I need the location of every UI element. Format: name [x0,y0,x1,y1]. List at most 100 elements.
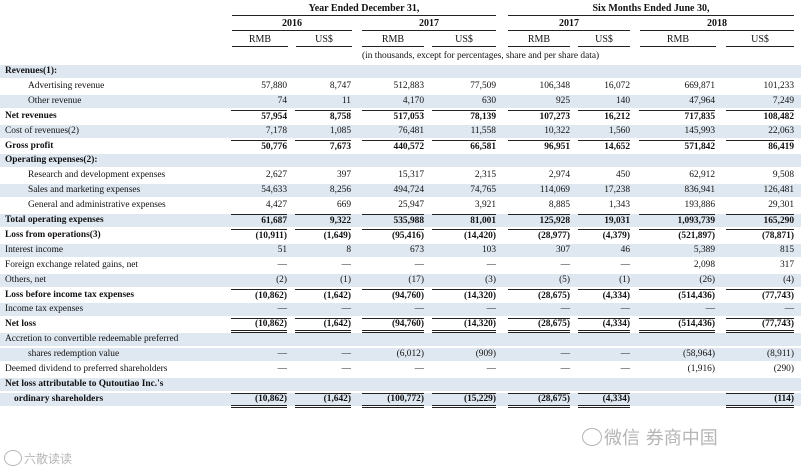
row-value: 57,954 [231,109,287,123]
row-value: 19,031 [578,214,630,227]
header-year-2017a: 2017 [362,18,496,31]
row-value: (1,642) [295,318,351,334]
header-currency: RMB [362,34,424,47]
row-value: 76,481 [398,125,424,136]
row-label: Loss from operations(3) [5,229,101,240]
row-value: (2) [276,274,287,285]
row-value: 14,652 [578,139,630,153]
row-value: (28,675) [508,288,570,302]
table-row: Advertising revenue 57,880 8,747 512,883 77,… [0,80,801,93]
row-value: — [277,259,287,270]
row-value: (15,229) [432,392,496,408]
row-value: 630 [481,95,496,106]
row-value: 571,842 [639,139,715,153]
row-value: 101,233 [763,80,794,91]
row-value: — [620,349,630,360]
row-value: 107,273 [508,109,570,123]
row-value: — [341,364,351,374]
row-value: (1,642) [295,392,351,408]
row-value: 4,170 [402,95,424,106]
table-row: Gross profit 50,776 7,673 440,572 66,581 96,9… [0,139,801,153]
row-value: 77,509 [470,80,496,91]
table-row: Loss from operations(3) (10,911) (1,649) (9… [0,228,801,242]
row-value: (909) [475,349,496,360]
row-value: (1) [340,274,351,285]
header-currency: US$ [432,34,496,47]
row-value: (3) [485,274,496,285]
row-label: Total operating expenses [5,215,104,225]
table-row: Accretion to convertible redeemable pref… [0,333,801,347]
row-value: 669,871 [684,80,715,91]
row-value: 8,758 [295,109,351,123]
row-value: 126,481 [763,185,794,196]
row-value: 1,343 [608,200,630,211]
row-value: 9,322 [295,214,351,227]
row-value: (5) [559,274,570,285]
row-value: (290) [773,364,794,374]
table-row: Loss before income tax expenses (10,862) (… [0,288,801,302]
row-value: (14,320) [432,288,496,302]
row-value: (28,977) [508,228,570,242]
row-label: Accretion to convertible redeemable pref… [5,334,179,345]
row-value: — [486,259,496,270]
row-label: Income tax expenses [5,304,84,315]
row-value: 1,560 [608,125,630,136]
table-row: Sales and marketing expenses 54,633 8,256 4… [0,184,801,198]
row-label: Operating expenses(2): [5,155,98,166]
row-value: 25,947 [398,200,424,211]
row-value: 8 [346,244,351,255]
row-value: — [560,304,570,315]
row-value: 74,765 [470,185,496,196]
header-currency: RMB [508,34,570,47]
row-value: (94,760) [362,318,424,334]
row-value: 50,776 [231,139,287,153]
row-value: (1,649) [295,228,351,242]
header-period-year: Year Ended December 31, [232,3,496,16]
row-value: 494,724 [393,185,424,196]
row-value: (95,416) [362,228,424,242]
row-value: 535,988 [362,214,424,227]
row-value: 717,835 [639,109,715,123]
row-value: 2,974 [548,170,570,181]
header-currency: US$ [726,34,794,47]
row-value: 10,322 [544,125,570,136]
row-value: 11 [341,95,351,106]
row-label: Sales and marketing expenses [28,185,141,196]
row-value: 62,912 [689,170,715,181]
row-value: (4,334) [578,392,630,408]
row-value: 836,941 [684,185,715,196]
row-value: 8,747 [329,80,351,91]
row-value: (77,743) [726,288,794,302]
row-value: 1,093,739 [639,214,715,227]
row-value: 3,921 [474,200,496,211]
row-value: (77,743) [726,318,794,334]
row-label: Research and development expenses [28,170,166,181]
row-value: (10,911) [231,228,287,242]
row-value: (10,862) [231,288,287,302]
row-value: — [784,304,794,315]
row-value: (1) [619,274,630,285]
row-value: (14,320) [432,318,496,334]
row-value: 9,508 [772,170,794,181]
watermark-left: 六散读读 [24,452,73,466]
row-value: 47,964 [689,95,715,106]
row-value: 61,687 [231,214,287,227]
row-value: (4,379) [578,228,630,242]
watermark-logo-icon [4,450,22,466]
row-label: Foreign exchange related gains, net [5,259,139,270]
row-value: 925 [555,95,570,106]
row-value: (14,420) [432,228,496,242]
row-label: Others, net [5,274,47,285]
row-value: 57,880 [261,80,287,91]
row-value: (58,964) [682,349,715,360]
row-label: Net loss attributable to Qutoutiao Inc.'… [5,378,164,389]
header-currency: RMB [640,34,716,47]
row-value: 125,928 [508,214,570,227]
row-value: 16,072 [604,80,630,91]
row-value: — [341,259,351,270]
row-value: — [277,364,287,374]
row-label: Loss before income tax expenses [5,289,134,300]
row-value: (10,862) [231,318,287,334]
row-value: 7,178 [265,125,287,136]
table-row: Others, net (2) (1) (17) (3) (5) (1) (26) (4) [0,273,801,287]
